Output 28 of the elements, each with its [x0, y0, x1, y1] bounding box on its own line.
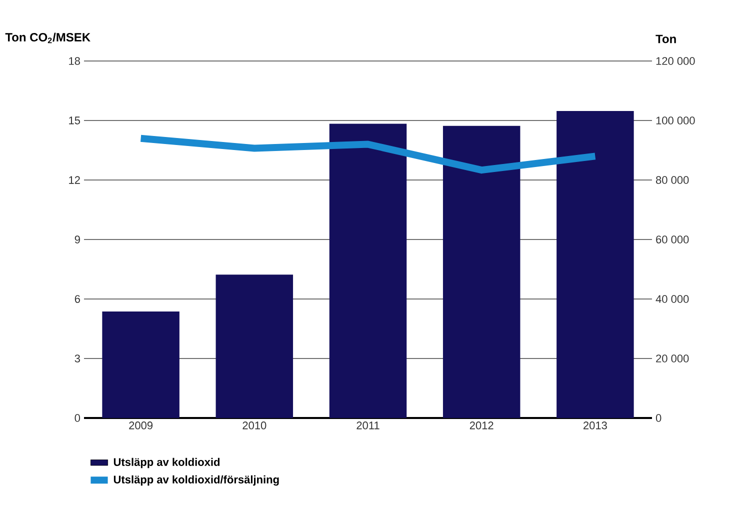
y2-tick-label: 100 000 — [656, 116, 695, 124]
y2-tick-label: 20 000 — [656, 354, 689, 362]
y2-axis-title: Ton — [656, 34, 676, 44]
y2-tick-label: 0 — [656, 414, 662, 422]
bar — [216, 274, 294, 418]
legend-label: Utsläpp av koldioxid — [114, 458, 220, 468]
y-tick-label: 6 — [74, 295, 80, 303]
y-tick-label: 12 — [69, 176, 80, 184]
y2-tick-label: 40 000 — [656, 295, 689, 303]
x-tick-label: 2012 — [470, 422, 494, 430]
x-tick-label: 2013 — [584, 422, 607, 430]
y-axis-title: Ton CO$_{2}$/MSEK — [5, 32, 90, 44]
y-tick-label: 9 — [74, 236, 80, 244]
bar — [442, 126, 520, 418]
y2-tick-label: 120 000 — [656, 57, 695, 65]
y-tick-label: 15 — [69, 116, 80, 124]
x-tick-label: 2010 — [242, 422, 266, 430]
y-tick-label: 18 — [69, 57, 80, 65]
x-tick-label: 2009 — [129, 422, 153, 430]
legend-label: Utsläpp av koldioxid/försäljning — [114, 475, 279, 486]
bar — [329, 124, 407, 418]
y2-tick-label: 80 000 — [656, 176, 689, 184]
y2-tick-label: 60 000 — [656, 236, 689, 244]
x-tick-label: 2011 — [356, 422, 380, 430]
bar — [102, 311, 180, 418]
y-tick-label: 0 — [74, 414, 80, 422]
y-tick-label: 3 — [74, 354, 80, 362]
bar — [556, 110, 634, 418]
